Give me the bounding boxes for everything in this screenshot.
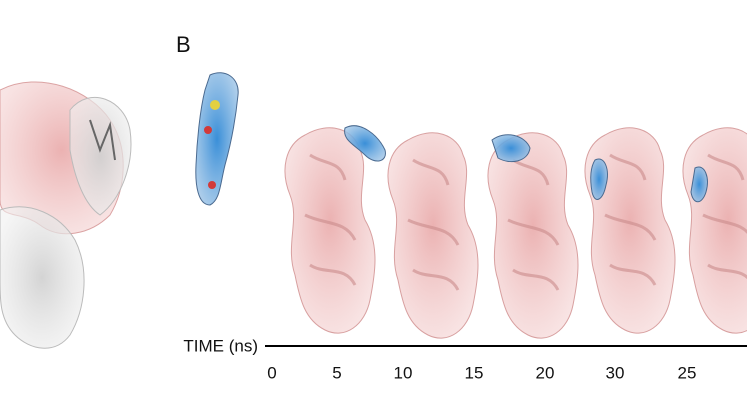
- ligand-frame: [590, 158, 608, 200]
- tick-labels: 0 5 10 15 20 30 25: [267, 363, 696, 382]
- ligand-frame: [344, 125, 386, 162]
- protein-frame: [283, 126, 377, 335]
- tick-label: 30: [606, 363, 625, 382]
- tick-label: 5: [332, 363, 341, 382]
- protein-frame: [386, 131, 480, 340]
- protein-frame: [486, 131, 580, 340]
- tick-label: 0: [267, 363, 276, 382]
- tick-label: 10: [394, 363, 413, 382]
- ligand-frame: [690, 166, 708, 203]
- ligand: [195, 72, 239, 206]
- tick-label: 20: [536, 363, 555, 382]
- complex-structure: [0, 81, 132, 349]
- panel-label: B: [176, 32, 191, 57]
- ligand-frame: [491, 134, 531, 163]
- protein-frame: [681, 126, 747, 335]
- tick-label: 15: [465, 363, 484, 382]
- axis-label: TIME (ns): [183, 336, 258, 355]
- tick-label: 25: [678, 363, 697, 382]
